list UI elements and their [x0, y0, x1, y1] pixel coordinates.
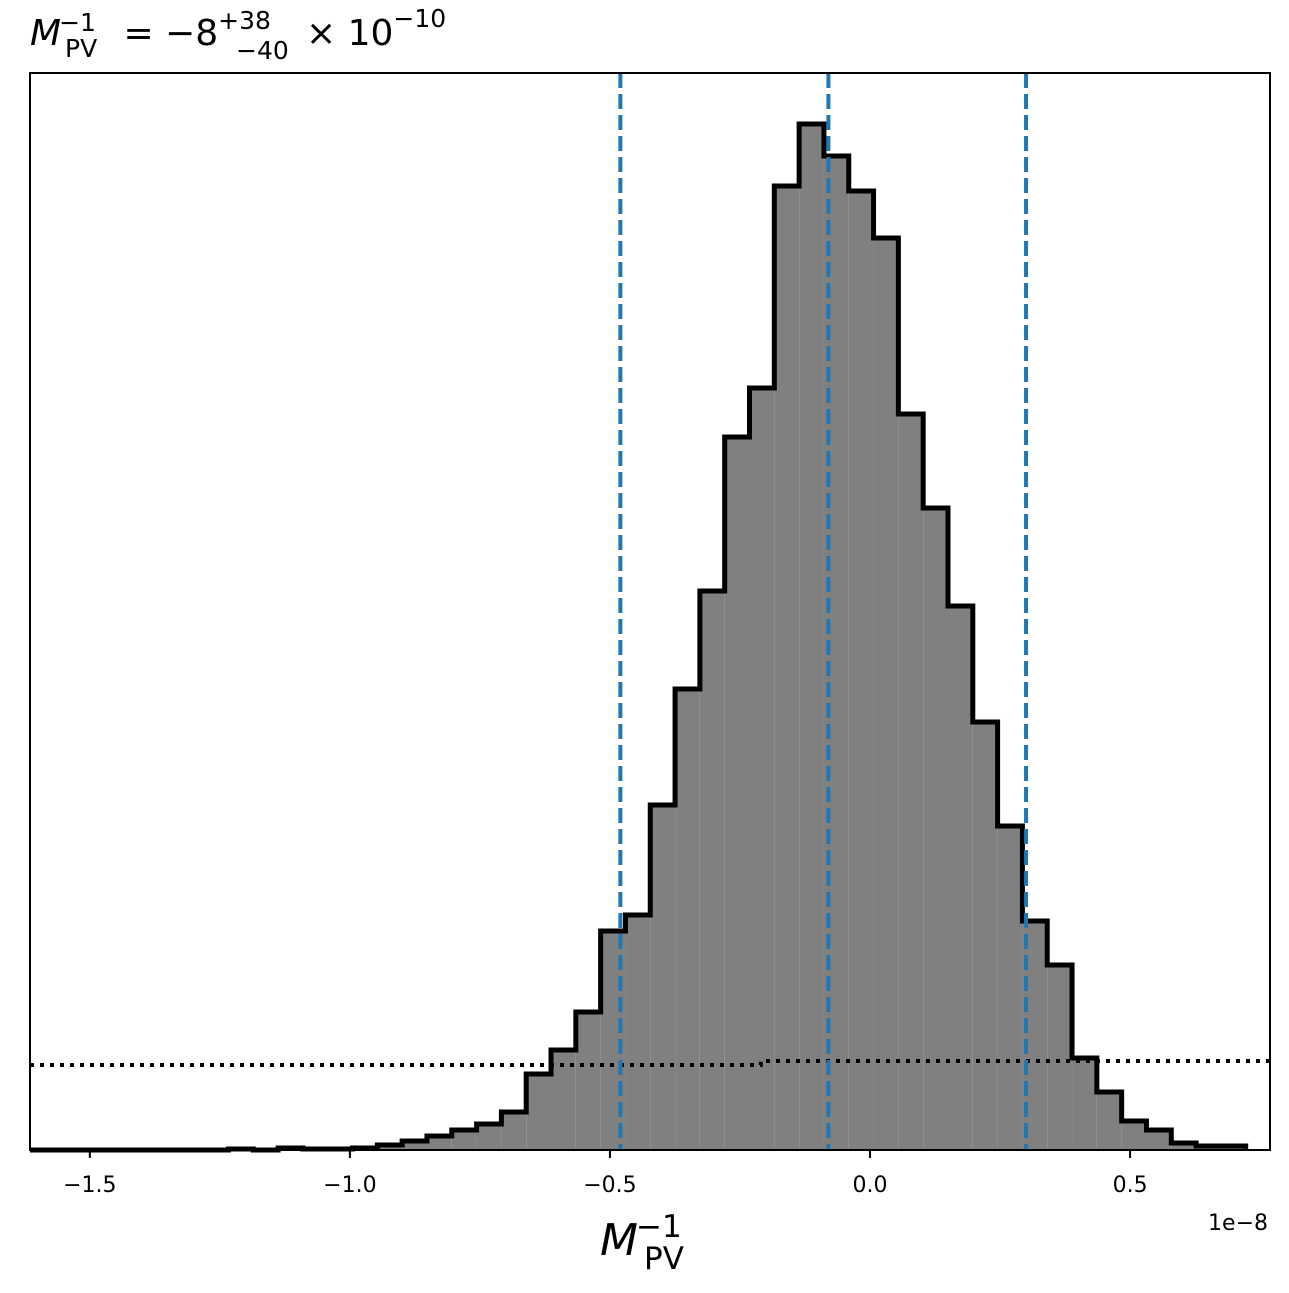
title-times: × 10 [306, 13, 393, 54]
x-tick-label: −1.5 [63, 1173, 116, 1198]
histogram-outline [30, 121, 1249, 1153]
title-sup: −1 [59, 8, 96, 37]
bar [451, 1130, 477, 1150]
bar [799, 124, 824, 1150]
chart-title: M−1 PV = −8+38 −40 × 10−10 [30, 4, 446, 65]
title-sub: PV [65, 34, 97, 63]
title-exp: −10 [393, 4, 446, 33]
bar [501, 1112, 527, 1150]
bar [675, 689, 700, 1150]
bar [650, 805, 676, 1150]
bar [1146, 1130, 1172, 1150]
bar [724, 437, 750, 1150]
xlabel-sup: −1 [636, 1209, 682, 1245]
x-tick-label: −1.0 [323, 1173, 376, 1198]
bar [1121, 1121, 1147, 1150]
bar [1047, 965, 1073, 1150]
bar [476, 1124, 502, 1150]
bar [749, 388, 775, 1150]
bar [402, 1141, 427, 1150]
bar [997, 826, 1023, 1150]
bar [774, 186, 800, 1150]
x-tick-label: −0.5 [583, 1173, 636, 1198]
bar [972, 722, 998, 1150]
bar [848, 191, 874, 1150]
xlabel-sub: PV [644, 1241, 684, 1277]
bar [873, 238, 899, 1150]
bar [923, 508, 948, 1150]
bar [426, 1136, 452, 1150]
bar [625, 915, 651, 1150]
bar [1096, 1092, 1122, 1150]
title-upper: +38 [218, 6, 271, 35]
bar [699, 591, 725, 1150]
title-lower: −40 [236, 36, 289, 65]
title-eq: = −8 [112, 13, 218, 54]
xlabel-symbol: M [600, 1215, 638, 1266]
title-symbol: M [30, 13, 61, 54]
bar [575, 1012, 601, 1150]
bar [898, 414, 924, 1150]
x-axis-label: M−1 PV [600, 1209, 684, 1277]
bar [1171, 1143, 1197, 1150]
offset-text: 1e−8 [1208, 1211, 1268, 1236]
bar [526, 1074, 552, 1150]
bar [1072, 1058, 1097, 1150]
x-tick-label: 0.0 [853, 1173, 888, 1198]
dotted-line [30, 1059, 1270, 1067]
plot-frame [29, 72, 1271, 1151]
x-tick-label: 0.5 [1113, 1173, 1148, 1198]
bar [947, 606, 973, 1150]
